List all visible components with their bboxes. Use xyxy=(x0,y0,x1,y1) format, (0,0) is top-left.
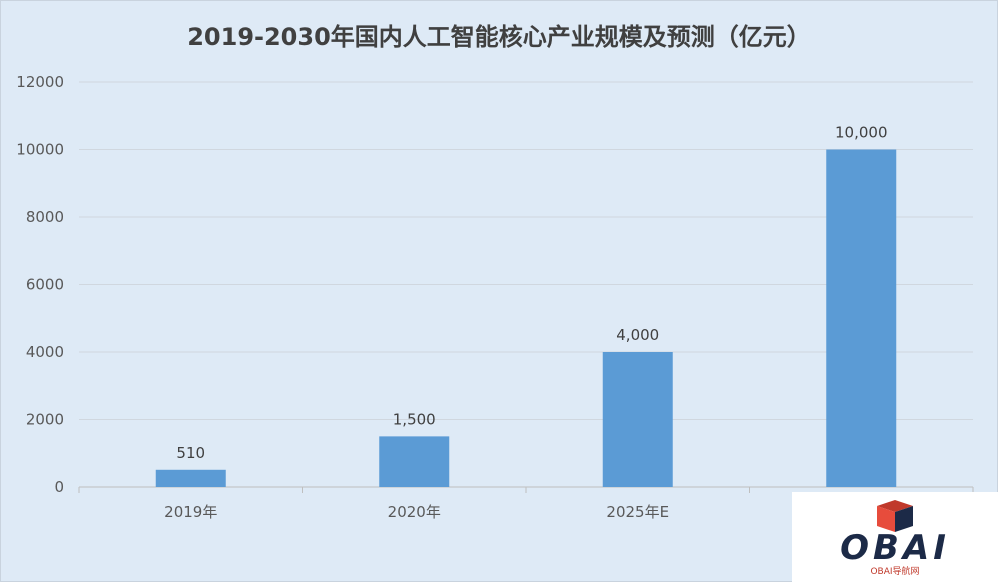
bar xyxy=(826,149,897,487)
y-tick-label: 2000 xyxy=(26,411,64,429)
x-tick-label: 2019年 xyxy=(164,503,217,521)
chart-title: 2019-2030年国内人工智能核心产业规模及预测（亿元） xyxy=(187,23,811,51)
watermark-logo: OBAI OBAI导航网 xyxy=(792,492,998,582)
watermark-subtitle: OBAI导航网 xyxy=(870,567,920,577)
y-tick-label: 8000 xyxy=(26,208,64,226)
data-label: 10,000 xyxy=(835,124,888,142)
data-label: 1,500 xyxy=(393,410,436,428)
x-tick-label: 2025年E xyxy=(606,503,669,521)
y-tick-label: 0 xyxy=(54,478,64,496)
x-tick-label: 2020年 xyxy=(388,503,441,521)
data-label: 510 xyxy=(176,444,205,462)
bar xyxy=(602,352,673,487)
y-tick-label: 4000 xyxy=(26,343,64,361)
y-tick-label: 10000 xyxy=(16,141,64,159)
bar xyxy=(379,436,450,487)
bar xyxy=(155,469,226,487)
watermark-brand: OBAI xyxy=(840,528,950,568)
y-tick-label: 12000 xyxy=(16,73,64,91)
cube-logo-icon xyxy=(877,500,913,532)
y-tick-label: 6000 xyxy=(26,276,64,294)
data-label: 4,000 xyxy=(616,326,659,344)
